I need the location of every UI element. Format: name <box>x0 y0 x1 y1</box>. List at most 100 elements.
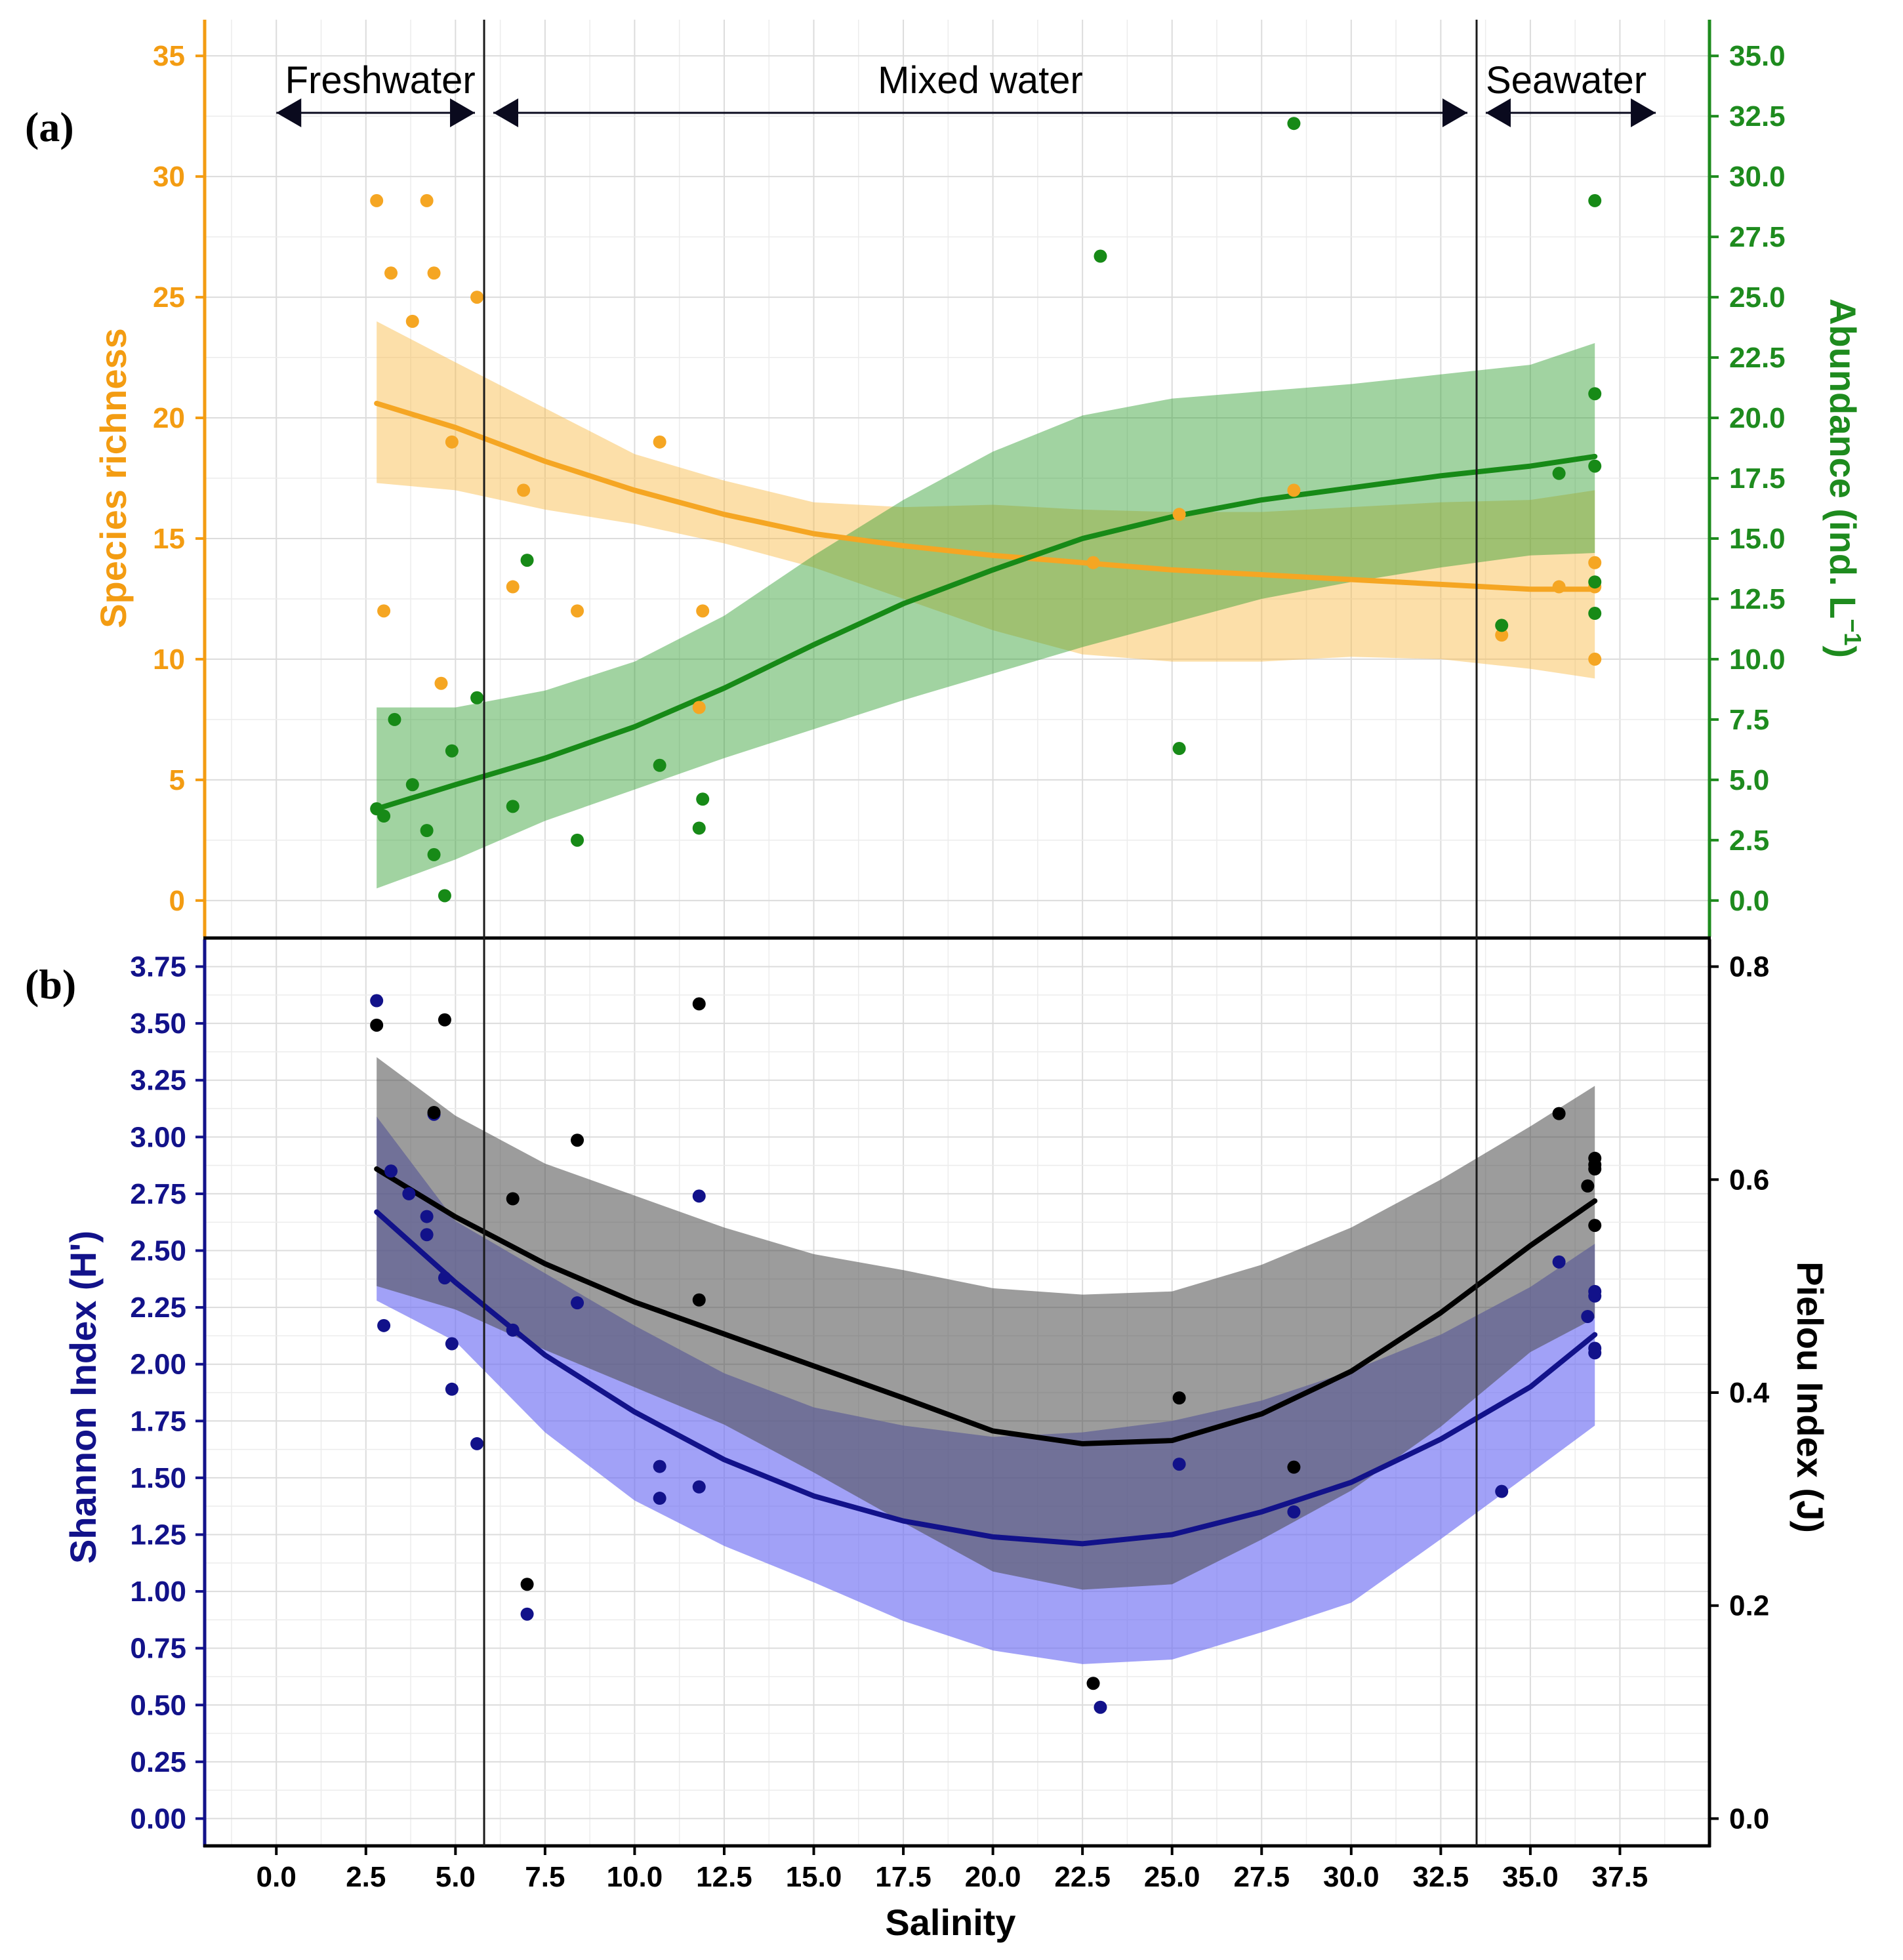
arrow-head <box>493 98 519 127</box>
data-point <box>692 1480 706 1494</box>
data-point <box>370 194 384 207</box>
data-point <box>420 1228 434 1242</box>
zone-label: Mixed water <box>878 59 1083 102</box>
data-point <box>420 824 434 838</box>
data-point <box>1581 1309 1595 1323</box>
panel-b-points <box>370 994 1602 1714</box>
data-point <box>370 994 384 1008</box>
data-point <box>506 800 520 813</box>
y-tick-label: 1.75 <box>130 1405 186 1437</box>
y-tick-label: 10 <box>153 643 185 676</box>
data-point <box>1588 1346 1602 1360</box>
arrow-head <box>450 98 476 127</box>
y-tick-label: 10.0 <box>1729 643 1786 676</box>
y-tick-label: 5.0 <box>1729 764 1769 796</box>
arrow-head <box>1485 98 1511 127</box>
data-point <box>1552 580 1566 594</box>
y-tick-label: 0.25 <box>130 1746 186 1778</box>
arrow-head <box>1442 98 1467 127</box>
panel-a-ticks: 0 5 10 15 20 25 30 35 0.0 2.5 5.0 7.5 10.0 12.5 15.0 17… <box>153 40 1786 917</box>
y-tick-label: 0.6 <box>1729 1164 1769 1196</box>
y-tick-label: 3.75 <box>130 951 186 983</box>
y-tick-label: 2.25 <box>130 1292 186 1324</box>
data-point <box>506 1192 520 1206</box>
data-point <box>1287 1460 1301 1474</box>
data-point <box>420 194 434 207</box>
data-point <box>1287 483 1301 497</box>
data-point <box>692 1189 706 1203</box>
data-point <box>1287 1505 1301 1519</box>
data-point <box>445 1382 459 1396</box>
arrow-head <box>1631 98 1656 127</box>
data-point <box>1588 1219 1602 1233</box>
data-point <box>506 1323 520 1337</box>
data-point <box>377 1318 391 1332</box>
x-tick-label: 0.0 <box>256 1861 297 1893</box>
x-tick-label: 35.0 <box>1502 1861 1559 1893</box>
data-point <box>692 997 706 1011</box>
y-tick-label: 0.75 <box>130 1633 186 1665</box>
data-point <box>370 1018 384 1032</box>
y-tick-label: 12.5 <box>1729 583 1786 615</box>
x-tick-label: 27.5 <box>1233 1861 1290 1893</box>
data-point <box>653 435 666 449</box>
y-tick-label: 7.5 <box>1729 704 1769 736</box>
fit-line <box>374 453 1598 812</box>
data-point <box>427 1105 441 1119</box>
data-point <box>1588 607 1602 621</box>
y-tick-label: 2.5 <box>1729 825 1769 857</box>
data-point <box>420 1210 434 1223</box>
data-point <box>1588 1162 1602 1176</box>
panel-a-label: (a) <box>25 104 74 150</box>
data-point <box>1581 1179 1595 1193</box>
data-point <box>1495 619 1509 632</box>
data-point <box>1172 742 1186 756</box>
y-tick-label: 0.2 <box>1729 1590 1769 1622</box>
data-point <box>405 778 419 792</box>
x-tick-label: 5.0 <box>436 1861 476 1893</box>
panel-b-confidence-bands <box>377 1057 1595 1664</box>
y-tick-label: 2.75 <box>130 1178 186 1210</box>
y-tick-label: 2.00 <box>130 1349 186 1381</box>
zone-label: Freshwater <box>285 59 476 102</box>
x-tick-label: 25.0 <box>1144 1861 1200 1893</box>
panel-b: 0.00 0.25 0.50 0.75 1.00 1.25 1.50 1.75 2.00 2.25… <box>25 936 1831 1943</box>
data-point <box>1495 1484 1509 1498</box>
y-tick-label: 1.00 <box>130 1576 186 1608</box>
y-tick-label: 0.0 <box>1729 1803 1769 1835</box>
data-point <box>1094 1700 1107 1714</box>
panel-a-zones: Freshwater Mixed water Seawater <box>276 59 1656 127</box>
y-tick-label: 15 <box>153 523 185 555</box>
fit-line <box>374 1209 1598 1547</box>
data-point <box>470 1437 484 1450</box>
data-point <box>377 604 391 618</box>
confidence-band <box>377 1057 1595 1590</box>
x-tick-label: 15.0 <box>786 1861 842 1893</box>
y-tick-label: 0.0 <box>1729 885 1769 917</box>
data-point <box>445 744 459 758</box>
data-point <box>692 1293 706 1307</box>
data-point <box>438 1013 451 1027</box>
data-point <box>506 580 520 594</box>
x-tick-label: 10.0 <box>607 1861 663 1893</box>
data-point <box>520 554 534 567</box>
panel-a-y-right-title: Abundance (ind. L−1) <box>1822 298 1866 658</box>
data-point <box>445 435 459 449</box>
panel-a: 0 5 10 15 20 25 30 35 0.0 2.5 5.0 7.5 10.0 12.5 15.0 17… <box>25 20 1866 937</box>
y-tick-label: 30.0 <box>1729 161 1786 193</box>
data-point <box>434 676 448 690</box>
panel-b-ticks: 0.00 0.25 0.50 0.75 1.00 1.25 1.50 1.75 2.00 2.25… <box>130 951 1769 1835</box>
x-tick-label: 7.5 <box>525 1861 565 1893</box>
y-tick-label: 20.0 <box>1729 402 1786 434</box>
zone-label: Seawater <box>1486 59 1647 102</box>
data-point <box>696 604 710 618</box>
panel-b-y-right-title: Pielou Index (J) <box>1790 1261 1831 1533</box>
y-tick-label: 1.25 <box>130 1519 186 1551</box>
confidence-band <box>377 342 1595 889</box>
y-tick-label: 35 <box>153 40 185 72</box>
data-point <box>438 1271 451 1285</box>
data-point <box>1588 459 1602 473</box>
data-point <box>1172 508 1186 521</box>
y-tick-label: 15.0 <box>1729 523 1786 555</box>
panel-b-label: (b) <box>25 961 76 1008</box>
